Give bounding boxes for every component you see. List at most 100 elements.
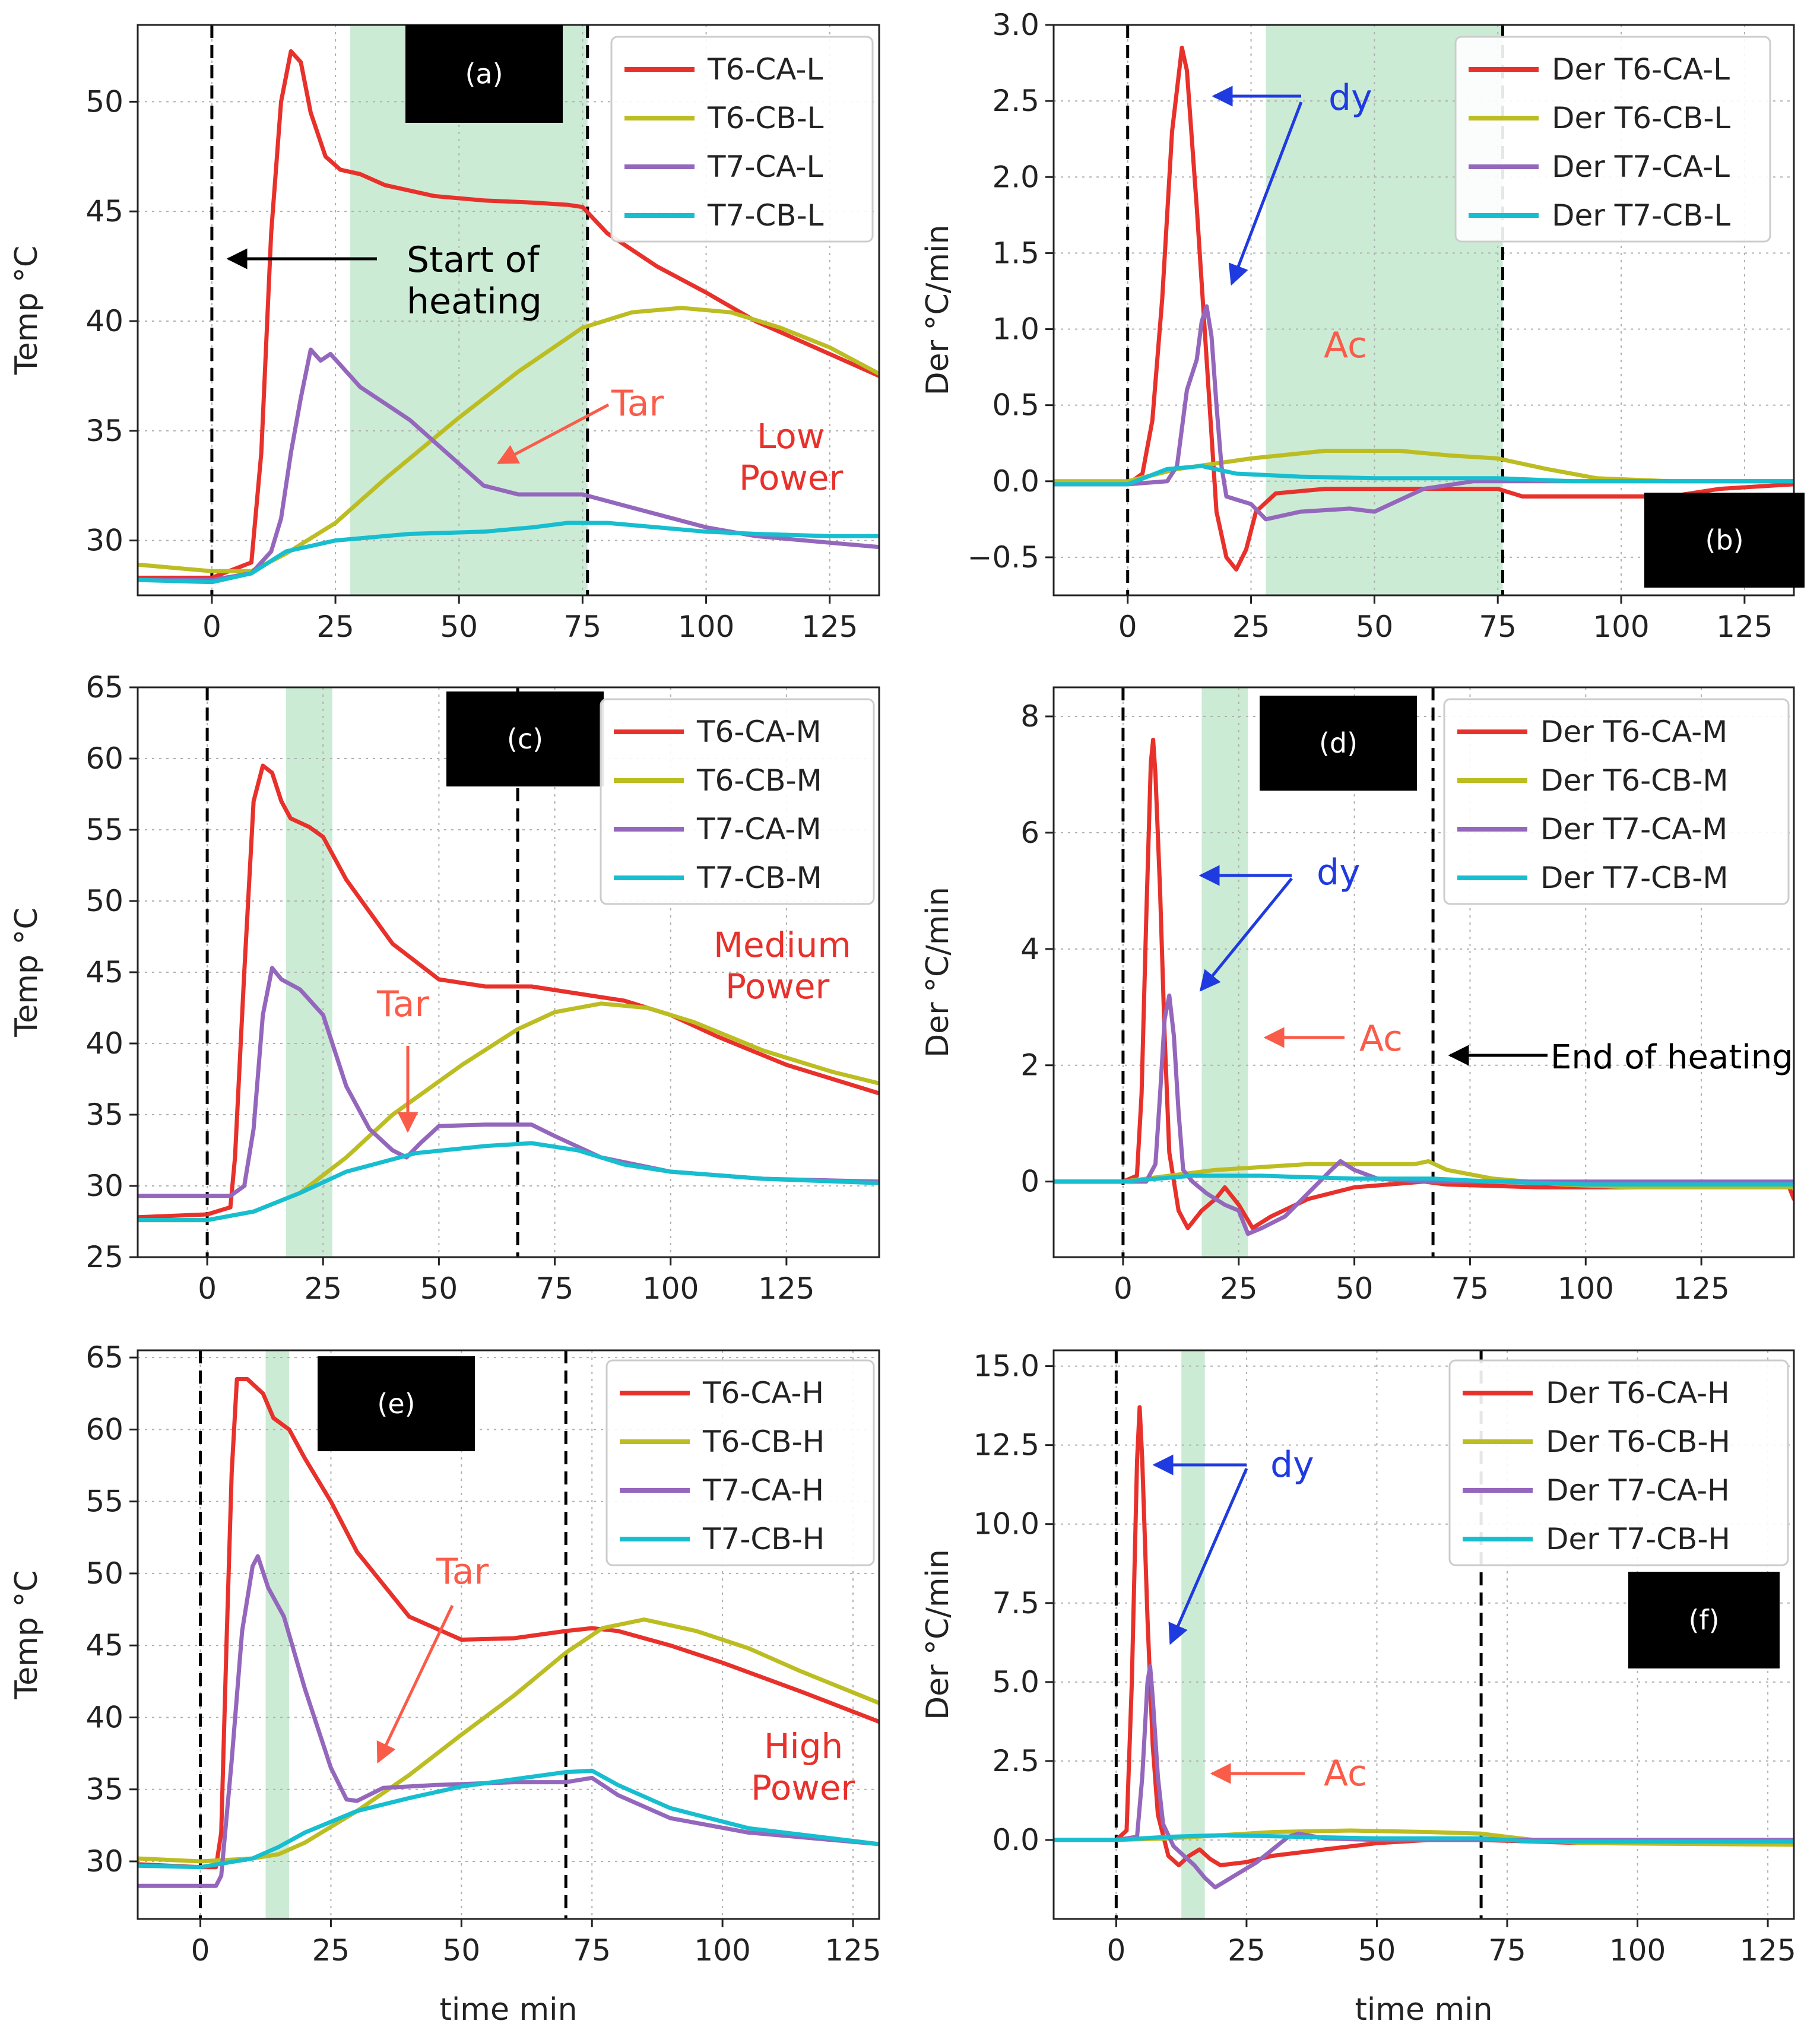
panel-a: 0 25 50 75 100 125 30 35 40 45 50 Temp °C (a) T6-CA-L… xyxy=(9,24,880,644)
y-tick-label: 65 xyxy=(85,670,123,705)
x-tick-label: 125 xyxy=(1673,1271,1729,1306)
series-line-der-t7-ca-h xyxy=(1054,1664,1794,1890)
y-tick-label: 3.0 xyxy=(992,8,1039,42)
y-tick-label: 25 xyxy=(85,1240,123,1274)
panel-label-box xyxy=(1628,1572,1780,1668)
legend-entry: T7-CB-L xyxy=(707,198,824,233)
series-line-t7-cb-l xyxy=(138,521,879,585)
annotation-text: Ac xyxy=(1324,325,1367,366)
axes-frame xyxy=(1052,686,1795,1258)
panel-label-box xyxy=(1260,696,1417,791)
legend-entry: Der T7-CA-L xyxy=(1552,150,1730,184)
series-line-t6-ca-l xyxy=(138,49,879,580)
legend-box xyxy=(605,1359,875,1566)
annotation-text: Ac xyxy=(1359,1018,1403,1059)
annotation-text: dy xyxy=(1328,77,1372,119)
annotation-arrow xyxy=(496,403,610,465)
x-tick-label: 75 xyxy=(564,610,602,644)
panel-label: (d) xyxy=(1319,727,1358,759)
x-tick-label: 50 xyxy=(1336,1271,1374,1306)
y-axis-label: Der °C/min xyxy=(920,887,956,1058)
y-tick-label: 50 xyxy=(85,1556,123,1591)
x-axis-label: time min xyxy=(1355,1992,1492,2028)
y-tick-label: 35 xyxy=(85,414,123,448)
series-line-der-t7-cb-h xyxy=(1054,1833,1794,1844)
y-tick-label: 6 xyxy=(1020,816,1039,850)
series-line-t7-cb-m xyxy=(138,1141,879,1223)
annotation-text: Tar xyxy=(611,383,664,424)
series-line-der-t7-ca-m xyxy=(1054,993,1794,1236)
x-tick-label: 50 xyxy=(1358,1933,1396,1968)
x-tick-label: 50 xyxy=(420,1271,458,1306)
y-tick-label: 0.0 xyxy=(992,464,1039,499)
shaded-region xyxy=(1181,1350,1205,1919)
series-line-t6-cb-h xyxy=(138,1617,879,1864)
x-tick-label: 25 xyxy=(1220,1271,1258,1306)
y-tick-label: 12.5 xyxy=(974,1428,1039,1463)
series-line-t7-cb-h xyxy=(138,1768,879,1870)
x-tick-label: 25 xyxy=(1228,1933,1266,1968)
annotation-text: Power xyxy=(725,966,830,1007)
x-tick-label: 25 xyxy=(316,610,354,644)
y-tick-label: 2.5 xyxy=(992,1744,1039,1778)
annotation-arrow xyxy=(1168,1468,1248,1645)
axes-frame xyxy=(1052,24,1795,597)
series-line-t7-ca-h xyxy=(138,1554,879,1888)
y-tick-label: 8 xyxy=(1020,699,1039,734)
series-line-t6-ca-h xyxy=(138,1377,879,1870)
legend-entry: Der T7-CB-L xyxy=(1552,198,1730,233)
annotation-text: Ac xyxy=(1324,1753,1367,1794)
annotation-text: Start of xyxy=(407,239,540,281)
y-tick-label: 40 xyxy=(85,1700,123,1734)
y-tick-label: 50 xyxy=(85,84,123,119)
panel-label: (e) xyxy=(377,1388,415,1420)
annotation-text: Power xyxy=(739,458,844,498)
legend-entry: Der T6-CB-M xyxy=(1540,763,1729,798)
series-line-der-t7-cb-m xyxy=(1054,1173,1794,1187)
y-tick-label: 5.0 xyxy=(992,1665,1039,1699)
y-tick-label: 30 xyxy=(85,1169,123,1203)
y-tick-label: 0 xyxy=(1020,1165,1039,1199)
series-line-der-t6-cb-l xyxy=(1054,449,1794,484)
y-tick-label: 60 xyxy=(85,1412,123,1446)
x-tick-label: 50 xyxy=(1356,610,1394,644)
y-tick-label: 2.5 xyxy=(992,84,1039,118)
x-tick-label: 75 xyxy=(573,1933,611,1968)
y-tick-label: 30 xyxy=(85,1844,123,1879)
annotation-text: End of heating xyxy=(1551,1038,1793,1077)
legend-entry: Der T7-CB-M xyxy=(1540,861,1729,895)
x-tick-label: 100 xyxy=(642,1271,699,1306)
legend-entry: Der T7-CA-M xyxy=(1540,812,1727,846)
y-tick-label: 45 xyxy=(85,1628,123,1663)
x-tick-label: 25 xyxy=(312,1933,350,1968)
y-tick-label: 30 xyxy=(85,524,123,558)
x-tick-label: 0 xyxy=(202,610,221,644)
y-tick-label: 65 xyxy=(85,1340,123,1375)
legend-entry: Der T6-CA-M xyxy=(1540,715,1727,749)
x-tick-label: 125 xyxy=(758,1271,814,1306)
x-tick-label: 100 xyxy=(678,610,734,644)
axes-frame xyxy=(1052,1349,1795,1920)
x-tick-label: 125 xyxy=(1739,1933,1796,1968)
legend-box xyxy=(1454,36,1771,243)
panel-label: (c) xyxy=(507,723,543,755)
y-tick-label: 55 xyxy=(85,1484,123,1519)
legend-box xyxy=(610,36,874,243)
legend-entry: Der T6-CB-H xyxy=(1546,1425,1730,1459)
series-line-der-t7-cb-l xyxy=(1054,464,1794,487)
y-tick-label: 35 xyxy=(85,1097,123,1132)
x-tick-label: 100 xyxy=(1609,1933,1666,1968)
series-line-der-t6-ca-l xyxy=(1054,45,1794,572)
panel-c: 0 25 50 75 100 125 25 30 35 40 45 50 55 60 65 Temp °C (c… xyxy=(9,670,880,1306)
x-tick-label: 100 xyxy=(1593,610,1649,644)
x-tick-label: 75 xyxy=(1451,1271,1489,1306)
legend-box xyxy=(600,698,875,905)
series-line-der-t6-ca-m xyxy=(1054,737,1794,1230)
series-line-t7-ca-m xyxy=(138,966,879,1198)
legend-entry: Der T6-CA-H xyxy=(1546,1376,1730,1410)
x-tick-label: 0 xyxy=(191,1933,210,1968)
legend-entry: T7-CA-H xyxy=(702,1473,824,1508)
x-tick-label: 100 xyxy=(1558,1271,1614,1306)
legend-entry: T6-CB-L xyxy=(707,101,824,135)
